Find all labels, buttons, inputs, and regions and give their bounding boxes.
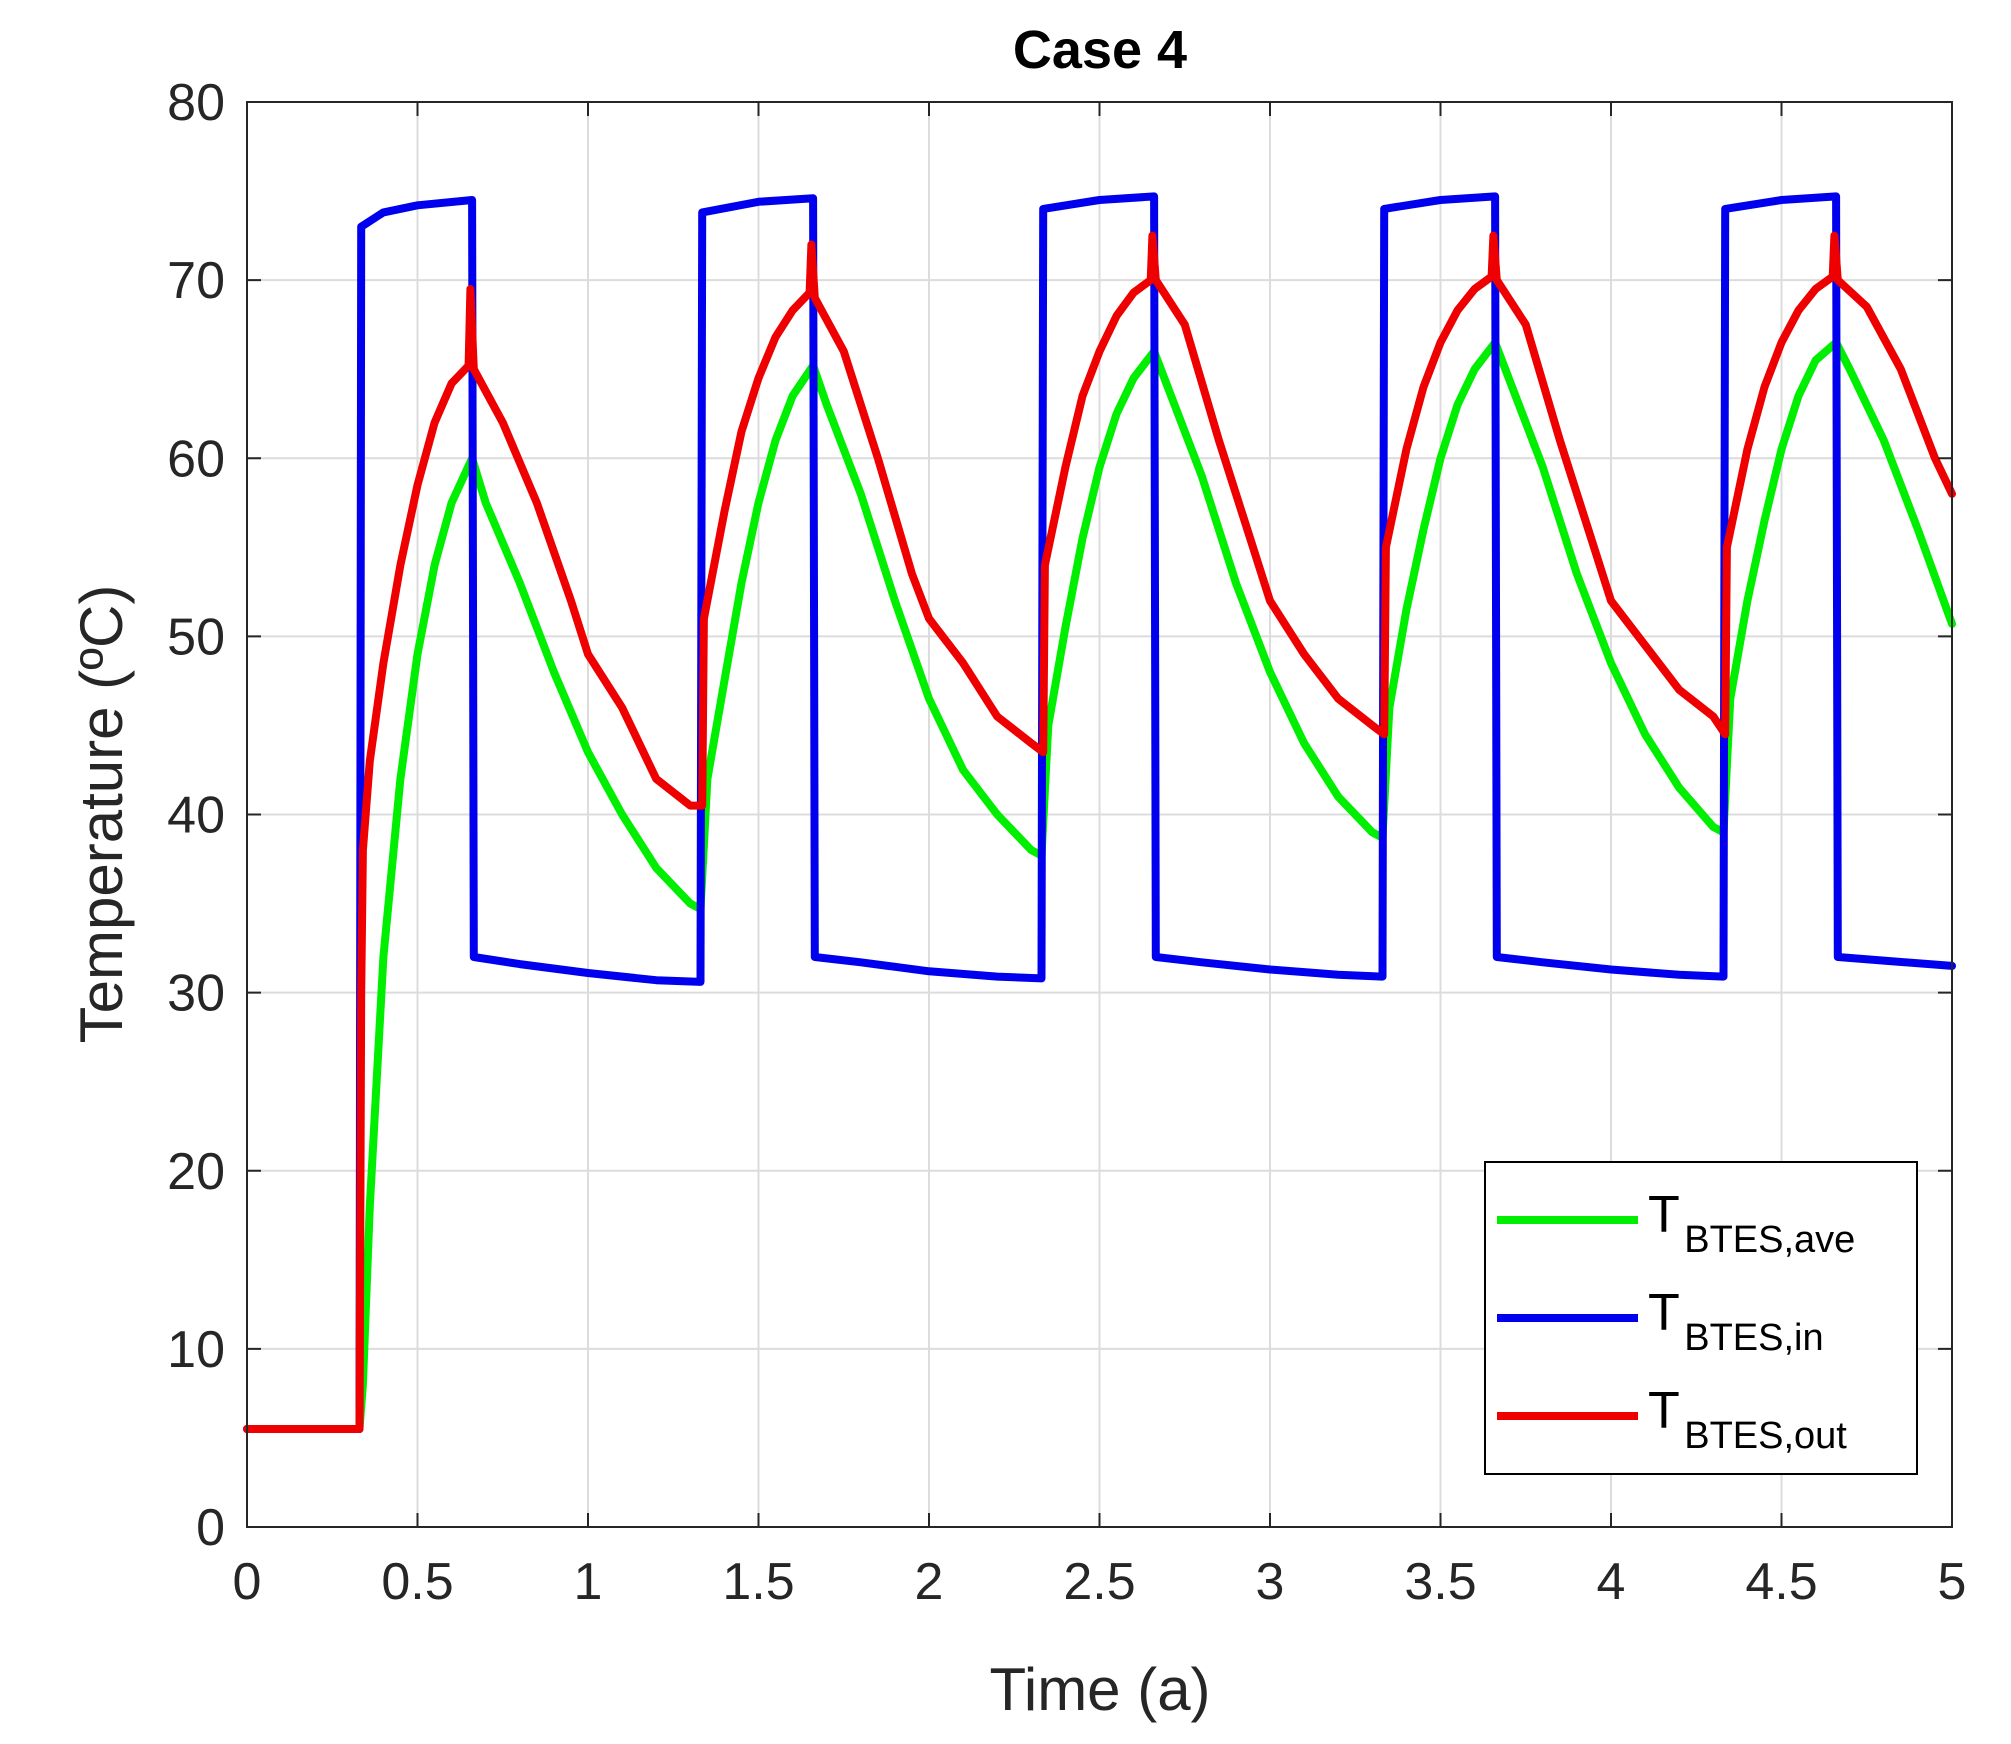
x-tick-label: 0 [233, 1553, 262, 1611]
y-tick-label: 40 [167, 787, 225, 845]
legend-label-in: T BTES,in [1648, 1284, 1824, 1359]
chart-title: Case 4 [1013, 20, 1187, 80]
x-tick-label: 4 [1597, 1553, 1626, 1611]
x-tick-label: 3 [1256, 1553, 1285, 1611]
legend-sub-ave: BTES,ave [1684, 1219, 1855, 1261]
y-tick-label: 30 [167, 965, 225, 1023]
x-tick-label: 2.5 [1063, 1553, 1135, 1611]
series-line-2 [243, 231, 1956, 1433]
x-tick-label: 1 [574, 1553, 603, 1611]
x-tick-label: 5 [1938, 1553, 1967, 1611]
x-tick-label: 2 [915, 1553, 944, 1611]
series-lines [243, 192, 1956, 1433]
y-tick-label: 80 [167, 74, 225, 132]
legend-label-ave: T BTES,ave [1648, 1186, 1855, 1261]
x-tick-label: 0.5 [381, 1553, 453, 1611]
legend-main-in: T [1648, 1284, 1680, 1342]
legend-label-out: T BTES,out [1648, 1382, 1847, 1457]
series-line-0 [243, 338, 1956, 1433]
y-tick-label: 50 [167, 608, 225, 666]
y-tick-label: 0 [196, 1499, 225, 1557]
series-line-1 [243, 192, 1956, 1433]
legend: T BTES,ave T BTES,in T BTES,out [1484, 1161, 1918, 1475]
y-axis-title: Temperature (ºC) [68, 585, 135, 1044]
y-tick-label: 70 [167, 252, 225, 310]
legend-main-out: T [1648, 1382, 1680, 1440]
y-tick-label: 60 [167, 430, 225, 488]
x-axis-title: Time (a) [989, 1656, 1210, 1723]
y-tick-label: 10 [167, 1321, 225, 1379]
x-tick-label: 4.5 [1745, 1553, 1817, 1611]
y-tick-label: 20 [167, 1143, 225, 1201]
legend-sub-out: BTES,out [1684, 1415, 1847, 1457]
x-tick-label: 3.5 [1404, 1553, 1476, 1611]
legend-sub-in: BTES,in [1684, 1317, 1823, 1359]
x-tick-label: 1.5 [722, 1553, 794, 1611]
legend-main-ave: T [1648, 1186, 1680, 1244]
